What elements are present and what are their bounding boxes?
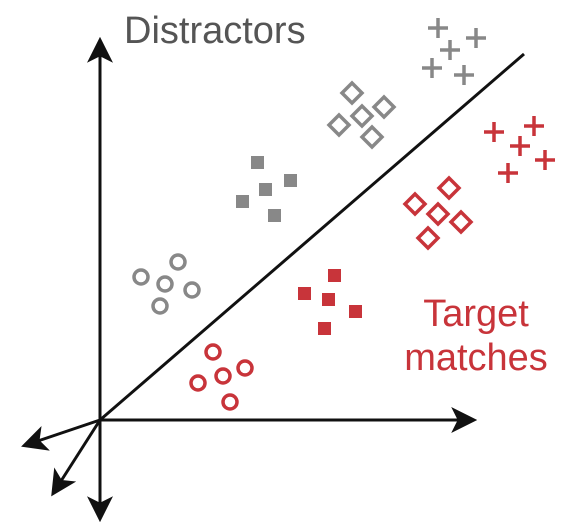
circle-marker-icon [151,297,169,315]
plus-marker-icon [524,116,544,136]
axes [21,36,478,523]
diamond-marker-icon [448,209,474,235]
diamond-marker-icon [371,94,397,120]
distractors-label: Distractors [124,10,306,52]
diamond-marker-icon [326,112,352,138]
target-matches-label: Target matches [396,292,556,380]
diamond-marker-icon [415,225,441,251]
circle-marker-icon [156,275,174,293]
circle-marker-icon [189,374,207,392]
circle-marker-icon [132,268,150,286]
circle-marker-icon [169,253,187,271]
z-axis-arrow-lower-left [51,419,102,497]
plus-marker-icon [440,40,460,60]
target-plus-markers [484,116,555,183]
plus-marker-icon [454,65,474,85]
distractor-circle-markers [132,253,201,315]
diamond-marker-icon [339,80,365,106]
circle-marker-icon [214,367,232,385]
diamond-marker-icon [349,103,375,129]
square-marker-icon [284,174,297,187]
circle-marker-icon [183,281,201,299]
diamond-marker-icon [436,175,462,201]
square-marker-icon [328,269,341,282]
plus-marker-icon [498,163,518,183]
square-marker-icon [298,287,311,300]
circle-marker-icon [236,359,254,377]
distractor-square-markers [236,156,297,222]
plus-marker-icon [428,18,448,38]
target-matches-label-line2: matches [404,337,548,379]
square-marker-icon [322,293,335,306]
square-marker-icon [318,322,331,335]
diamond-marker-icon [359,124,385,150]
target-diamond-markers [402,175,474,251]
z-axis-arrow-left [21,418,101,451]
diamond-marker-icon [425,201,451,227]
plus-marker-icon [535,150,555,170]
diamond-marker-icon [402,191,428,217]
circle-marker-icon [221,393,239,411]
square-marker-icon [349,305,362,318]
target-square-markers [298,269,362,335]
plus-marker-icon [484,122,504,142]
square-marker-icon [259,183,272,196]
target-matches-label-line1: Target [423,293,529,335]
distractor-plus-markers [422,18,486,85]
square-marker-icon [236,195,249,208]
distractor-diamond-markers [326,80,397,150]
plus-marker-icon [466,28,486,48]
square-marker-icon [251,156,264,169]
decision-boundary-line [99,52,525,422]
target-circle-markers [189,343,254,411]
plus-marker-icon [422,58,442,78]
square-marker-icon [268,209,281,222]
plus-marker-icon [510,136,530,156]
circle-marker-icon [204,343,222,361]
